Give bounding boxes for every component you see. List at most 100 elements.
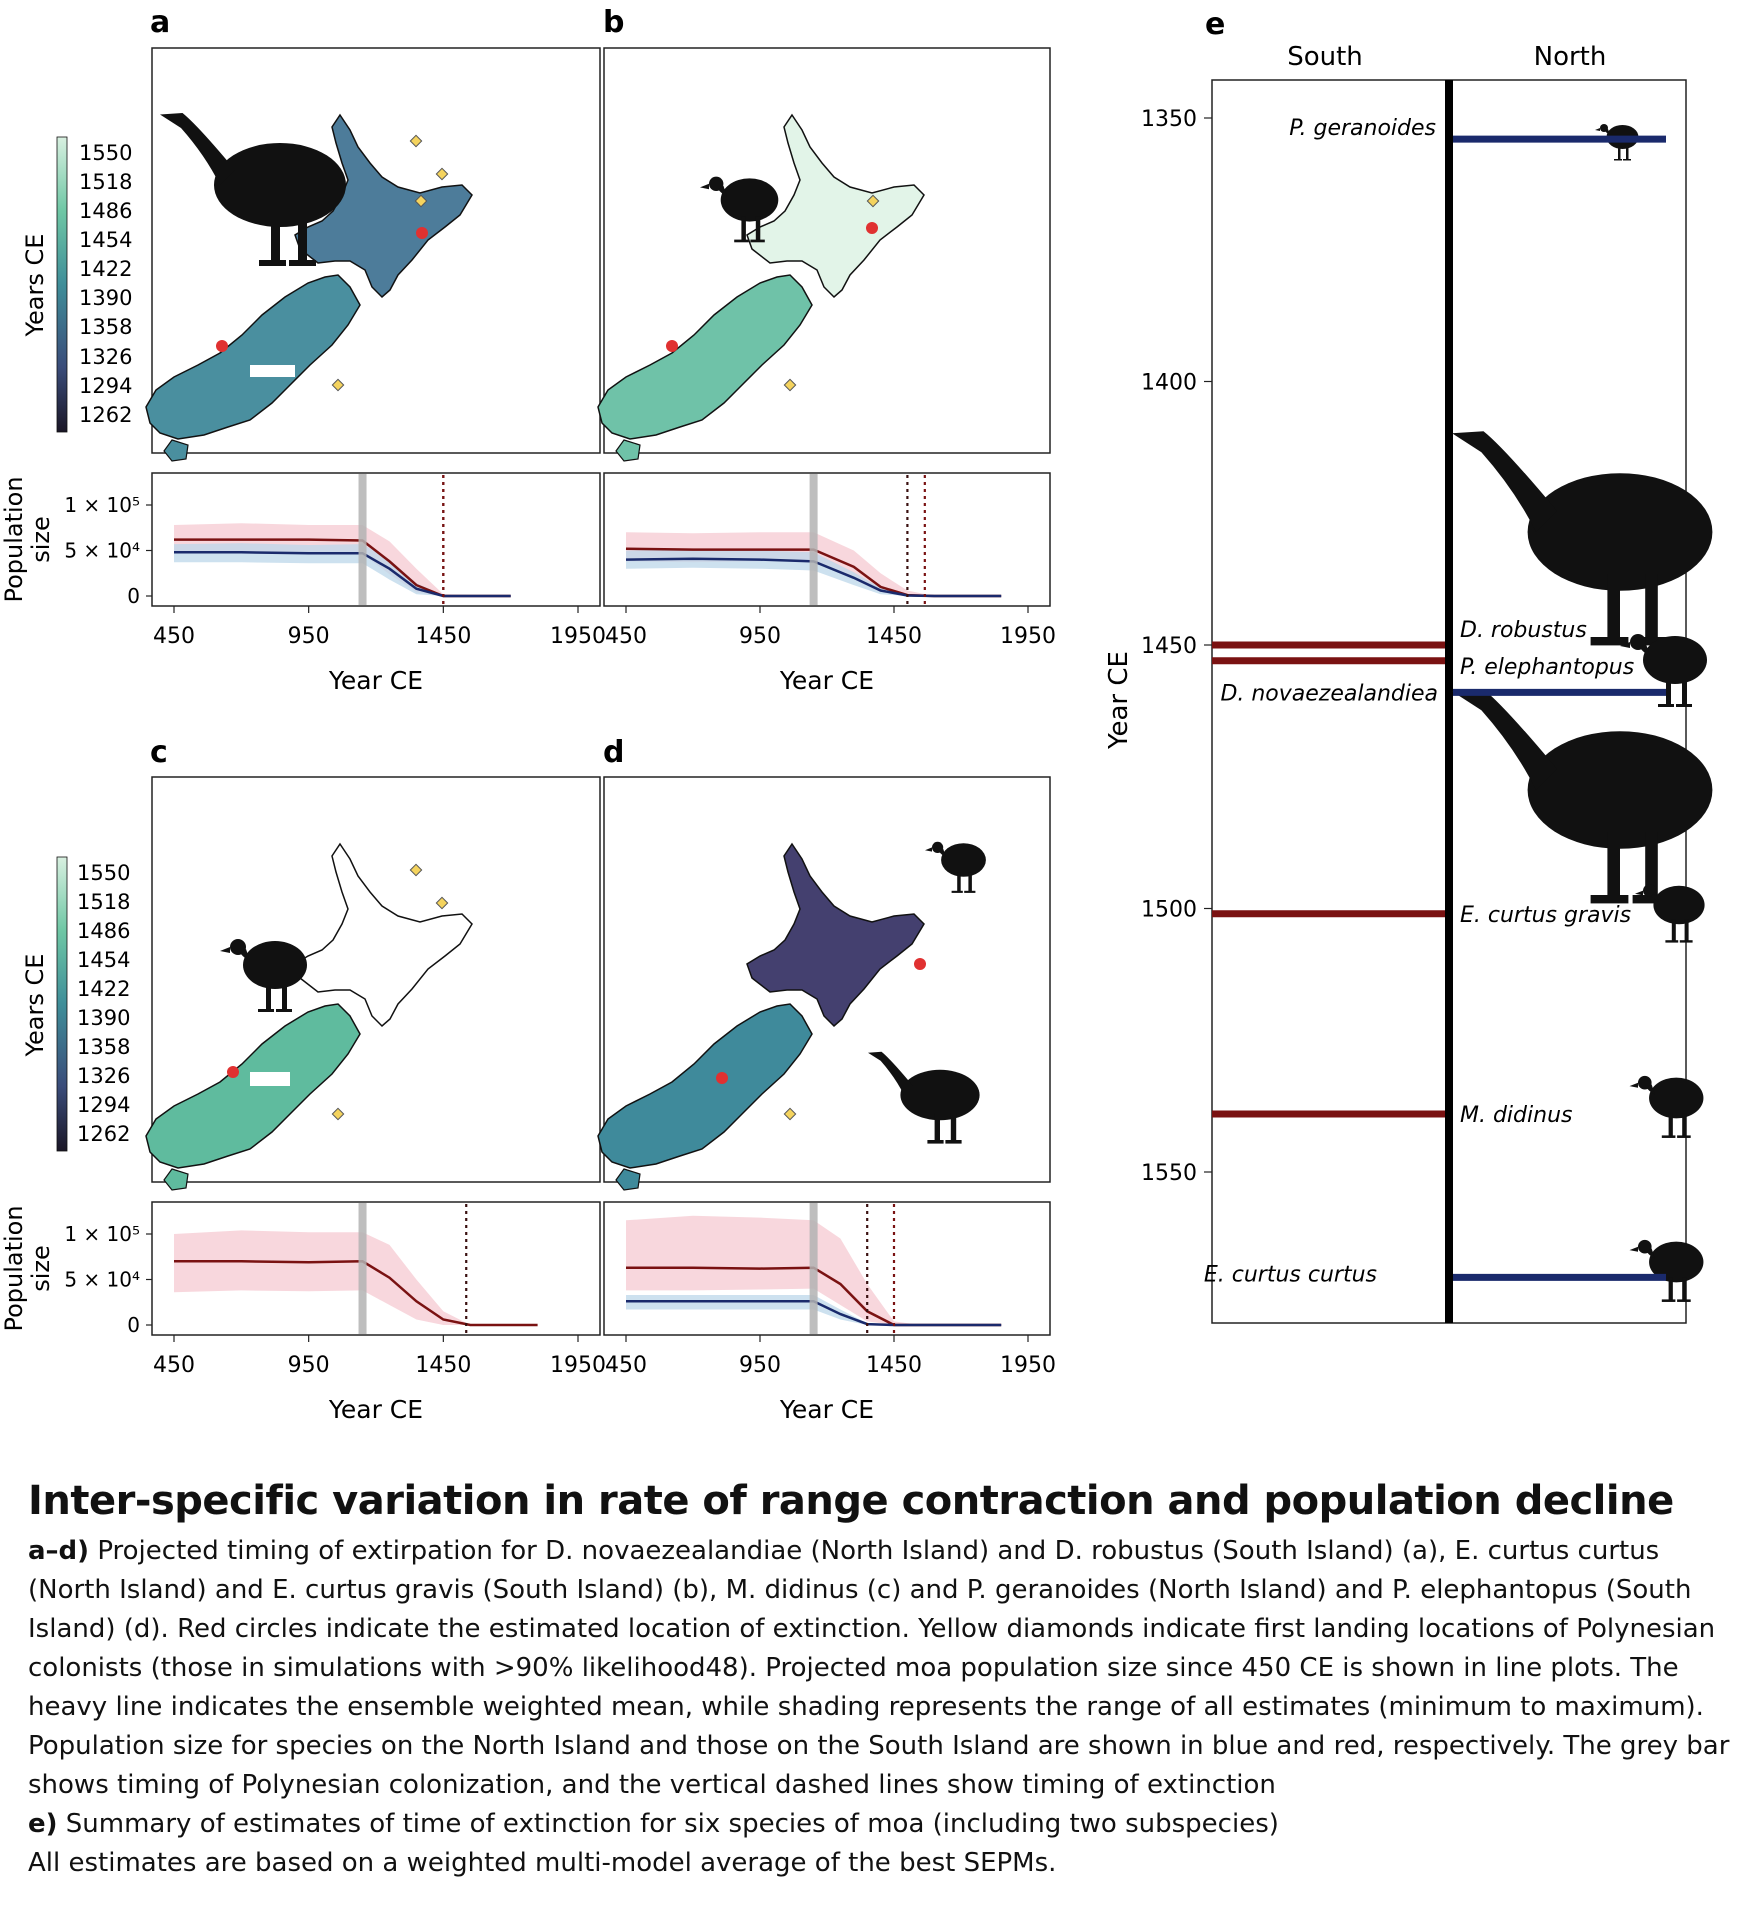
mean-line-north <box>174 551 511 598</box>
y-tick-label: 5 × 10⁴ <box>64 1268 140 1292</box>
x-tick-label: 1950 <box>550 624 606 649</box>
caption-ad-text: Projected timing of extirpation for D. n… <box>28 1536 1730 1800</box>
colorbar-tick: 1294 <box>77 1093 130 1117</box>
map-panel-c <box>145 776 601 1191</box>
x-tick-label: 450 <box>153 1353 195 1378</box>
x-tick-label: 1950 <box>1000 1353 1056 1378</box>
x-tick-label: 1450 <box>866 1353 922 1378</box>
colorbar-tick: 1550 <box>79 141 132 165</box>
colorbar-title: Years CE <box>21 954 49 1058</box>
caption-title: Inter-specific variation in rate of rang… <box>28 1478 1674 1524</box>
e-axis-label: Year CE <box>1104 651 1134 750</box>
species-label: D. novaezealandiea <box>1220 681 1438 706</box>
map-panel-a <box>145 47 601 462</box>
caption-ad: a–d) Projected timing of extirpation for… <box>28 1532 1738 1805</box>
y-tick-label: 1550 <box>1141 1161 1197 1186</box>
y-axis-label: Population <box>0 1205 28 1331</box>
caption-e-text: Summary of estimates of time of extincti… <box>65 1809 1279 1839</box>
map-panel-b <box>597 47 1051 462</box>
y-tick-label: 1450 <box>1141 634 1197 659</box>
x-tick-label: 450 <box>605 1353 647 1378</box>
colorbar-tick: 1262 <box>77 1122 130 1146</box>
x-axis-label: Year CE <box>779 666 874 695</box>
colonization-bar <box>358 1203 367 1334</box>
panel-letter-a: a <box>150 5 170 40</box>
species-label: E. curtus curtus <box>1204 1262 1377 1287</box>
colorbar-title: Years CE <box>21 234 49 338</box>
mean-line-north <box>626 1300 1002 1327</box>
extinction-marker <box>216 340 228 352</box>
landing-diamond <box>435 167 449 181</box>
y-tick-label: 1 × 10⁵ <box>64 1222 140 1246</box>
y-axis-label: Population <box>0 476 28 602</box>
timeline-panel-e: South North Year CE 1350 1400 1450 1500 1550… <box>1104 42 1713 1324</box>
colorbar-tick: 1518 <box>79 170 132 194</box>
species-label: D. robustus <box>1460 618 1587 643</box>
extinction-marker <box>866 222 878 234</box>
map-panel-d <box>597 776 1051 1191</box>
colorbar-tick: 1422 <box>77 977 130 1001</box>
colorbar-tick: 1454 <box>79 228 132 252</box>
range-band-south <box>174 523 511 596</box>
landing-diamond <box>435 896 449 910</box>
caption-ad-label: a–d) <box>28 1536 90 1566</box>
colorbar-ticks: 1550 1518 1486 1454 1422 1390 1358 1326 … <box>77 861 130 1146</box>
colorbar-tick: 1454 <box>77 948 130 972</box>
x-axis-label: Year CE <box>328 666 423 695</box>
extinction-marker <box>914 958 926 970</box>
x-axis-label: Year CE <box>779 1395 874 1424</box>
y-axis-label: size <box>27 516 55 563</box>
y-tick-label: 0 <box>127 584 140 608</box>
species-label: M. didinus <box>1460 1103 1572 1128</box>
y-axis-label: size <box>27 1245 55 1292</box>
x-tick-label: 450 <box>605 624 647 649</box>
caption-e-label: e) <box>28 1809 58 1839</box>
species-label: E. curtus gravis <box>1460 903 1631 928</box>
x-tick-label: 950 <box>739 1353 781 1378</box>
colonization-bar <box>809 474 818 605</box>
colorbar-tick: 1326 <box>79 345 132 369</box>
landing-diamond <box>409 863 423 877</box>
panel-letter-d: d <box>603 735 624 770</box>
x-tick-label: 950 <box>288 1353 330 1378</box>
colorbar-tick: 1422 <box>79 257 132 281</box>
y-tick-label: 0 <box>127 1313 140 1337</box>
colorbar-tick: 1550 <box>77 861 130 885</box>
panel-letter-c: c <box>150 735 168 770</box>
species-label: P. geranoides <box>1289 116 1436 141</box>
y-tick-label: 1500 <box>1141 898 1197 923</box>
range-band-north <box>174 543 511 596</box>
landing-diamond <box>331 378 345 392</box>
range-band-north <box>626 549 1002 596</box>
x-tick-label: 450 <box>153 624 195 649</box>
colorbar-tick: 1390 <box>77 1006 130 1030</box>
line-plot-a: 450 950 1450 1950 Year CE 0 5 × 10⁴ 1 × 10⁵ Popu… <box>0 472 606 695</box>
line-plot-d: 450 950 1450 1950 Year CE <box>603 1201 1056 1424</box>
landing-diamond <box>783 378 797 392</box>
colorbar-tick: 1358 <box>77 1035 130 1059</box>
range-band-south <box>626 532 1002 596</box>
x-axis-label: Year CE <box>328 1395 423 1424</box>
colorbar-tick: 1518 <box>77 890 130 914</box>
y-tick-label: 1400 <box>1141 371 1197 396</box>
species-label: P. elephantopus <box>1460 655 1634 680</box>
landing-diamond <box>414 194 428 208</box>
landing-diamond <box>866 194 880 208</box>
landing-diamond <box>783 1107 797 1121</box>
line-plot-b: 450 950 1450 1950 Year CE <box>603 472 1056 695</box>
x-tick-label: 1450 <box>866 624 922 649</box>
y-tick-label: 5 × 10⁴ <box>64 539 140 563</box>
colorbar-tick: 1486 <box>79 199 132 223</box>
caption-e: e) Summary of estimates of time of extin… <box>28 1805 1738 1844</box>
colorbar-tick: 1486 <box>77 919 130 943</box>
x-tick-label: 1450 <box>415 1353 471 1378</box>
colonization-bar <box>358 474 367 605</box>
colorbar-tick: 1262 <box>79 403 132 427</box>
x-tick-label: 950 <box>739 624 781 649</box>
colorbar-tick: 1358 <box>79 315 132 339</box>
panel-letter-e: e <box>1205 7 1225 42</box>
landing-diamond <box>331 1107 345 1121</box>
landing-diamond <box>409 134 423 148</box>
extinction-marker <box>666 340 678 352</box>
colorbar-tick: 1390 <box>79 286 132 310</box>
